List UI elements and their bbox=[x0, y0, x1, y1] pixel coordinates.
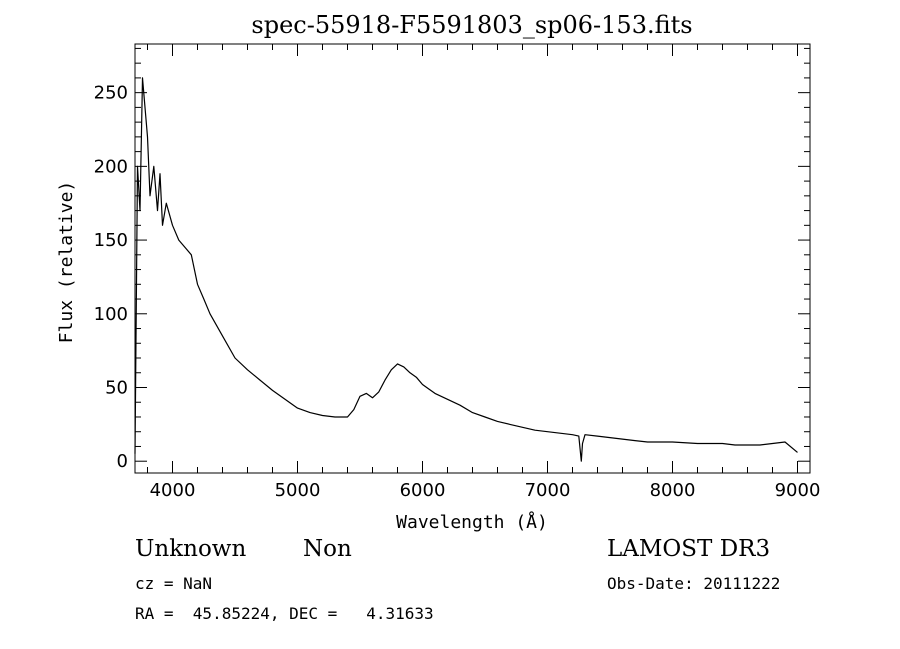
x-tick-label: 8000 bbox=[650, 480, 696, 501]
x-tick-label: 6000 bbox=[400, 480, 446, 501]
plot-area: 4000 5000 6000 7000 8000 9000 0 50 100 150 200 250 bbox=[94, 43, 821, 501]
x-tick-label: 9000 bbox=[775, 480, 821, 501]
y-tick-label: 0 bbox=[117, 451, 128, 472]
chart-title: spec-55918-F5591803_sp06-153.fits bbox=[251, 11, 692, 39]
object-class: Unknown bbox=[135, 536, 247, 562]
y-tick-label: 100 bbox=[94, 304, 128, 325]
survey-label: LAMOST DR3 bbox=[607, 536, 771, 562]
coordinates-label: RA = 45.85224, DEC = 4.31633 bbox=[135, 604, 434, 623]
y-tick-label: 50 bbox=[105, 377, 128, 398]
spectrum-line bbox=[134, 77, 798, 462]
obs-date-label: Obs-Date: 20111222 bbox=[607, 574, 781, 593]
redshift-label: cz = NaN bbox=[135, 574, 213, 593]
x-tick-label: 7000 bbox=[525, 480, 571, 501]
object-subclass: Non bbox=[303, 536, 352, 562]
y-tick-label: 250 bbox=[94, 83, 128, 104]
x-axis-label: Wavelength (Å) bbox=[396, 511, 548, 533]
x-tick-label: 4000 bbox=[150, 480, 196, 501]
x-tick-label: 5000 bbox=[275, 480, 321, 501]
y-axis-label: Flux (relative) bbox=[56, 181, 77, 344]
y-tick-label: 150 bbox=[94, 230, 128, 251]
y-tick-label: 200 bbox=[94, 156, 128, 177]
plot-frame bbox=[134, 43, 811, 474]
